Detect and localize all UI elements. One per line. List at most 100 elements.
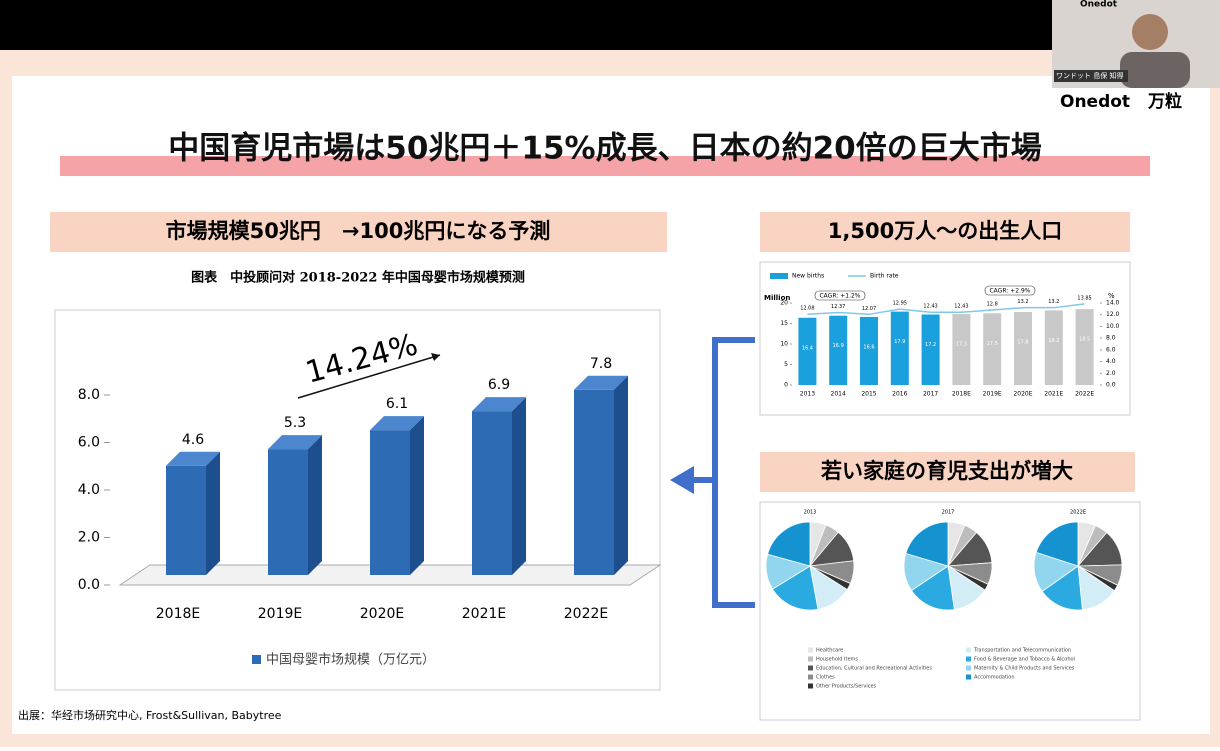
value-label: 13.2 xyxy=(1017,299,1028,305)
y2-tick-label: 8.0 xyxy=(1106,335,1116,342)
value-label: 5.3 xyxy=(284,415,306,431)
bar xyxy=(1044,310,1063,385)
legend-swatch xyxy=(966,665,971,671)
legend-label: Healthcare xyxy=(816,648,843,654)
bar-top xyxy=(472,397,526,412)
legend-swatch xyxy=(808,683,813,689)
bar-side xyxy=(512,397,526,575)
bar-top xyxy=(370,416,424,431)
y2-axis-label: % xyxy=(1108,292,1115,300)
source: 出展：华经市场研究中心, Frost&Sullivan, Babytree xyxy=(18,708,282,722)
legend-label: Education, Cultural and Recreational Act… xyxy=(816,666,932,672)
value-label: 18.2 xyxy=(1048,338,1059,344)
x-tick-label: 2020E xyxy=(1013,391,1032,398)
bar-side xyxy=(614,375,628,575)
x-tick-label: 2016 xyxy=(892,391,907,398)
heading-box xyxy=(760,212,1130,252)
trend-arrow xyxy=(297,354,441,399)
value-label: 13.85 xyxy=(1077,295,1091,301)
annotation: CAGR: +1.2% xyxy=(819,293,860,300)
value-label: 17.5 xyxy=(987,341,998,347)
webcam-caption: ワンドット 島保 知得 xyxy=(1056,71,1123,80)
value-label: 18.5 xyxy=(1079,337,1090,343)
x-tick-label: 2022E xyxy=(1075,391,1094,398)
y-tick-label: 2.0 xyxy=(78,530,100,546)
value-label: 7.8 xyxy=(590,356,612,372)
x-tick-label: 2013 xyxy=(800,391,815,398)
y2-tick-label: 6.0 xyxy=(1106,346,1116,353)
webcam-brand: Onedot xyxy=(1080,0,1118,10)
chart-frame xyxy=(54,309,661,691)
pie-slice xyxy=(1041,565,1083,611)
bar xyxy=(370,430,410,575)
x-tick-label: 2018E xyxy=(156,606,200,622)
legend-swatch xyxy=(966,674,971,680)
annotation: CAGR: +2.9% xyxy=(989,288,1030,295)
pie-label: 2013 xyxy=(804,510,817,516)
legend-label: 中国母婴市场规模（万亿元） xyxy=(266,652,435,668)
y-axis-label: Million xyxy=(764,294,790,302)
pie-slice xyxy=(772,565,819,611)
logo-cn: 万粒 xyxy=(1147,91,1182,112)
legend-label: New births xyxy=(792,273,824,280)
pie-label: 2017 xyxy=(942,510,955,516)
value-label: 12.43 xyxy=(923,304,937,310)
legend-label: Food & Beverage and Tobacco & Alcohol xyxy=(974,657,1075,663)
bar xyxy=(829,315,848,385)
line xyxy=(807,303,1085,316)
value-label: 17.9 xyxy=(894,339,905,345)
legend-swatch xyxy=(808,665,813,671)
y2-tick-label: 2.0 xyxy=(1106,370,1116,377)
trend-arrow-head xyxy=(431,353,440,361)
bar xyxy=(860,316,878,385)
legend-label: Birth rate xyxy=(870,273,899,280)
logo: Onedot xyxy=(1060,92,1130,112)
value-label: 17.2 xyxy=(925,342,936,348)
legend-swatch xyxy=(966,647,971,653)
value-label: 12.37 xyxy=(831,304,845,310)
heading: 市場規模50兆円 →100兆円になる予測 xyxy=(166,219,551,243)
bar-top xyxy=(574,375,628,390)
value-label: 16.4 xyxy=(802,345,813,351)
value-label: 12.43 xyxy=(954,304,968,310)
bar xyxy=(952,314,971,385)
heading: 1,500万人～の出生人口 xyxy=(828,219,1062,243)
bar xyxy=(890,311,909,385)
x-tick-label: 2021E xyxy=(1044,391,1063,398)
bar-side xyxy=(206,451,220,575)
annotation-box xyxy=(814,290,866,301)
bar xyxy=(1075,309,1094,385)
y2-tick-label: 4.0 xyxy=(1106,358,1116,365)
pie-slice xyxy=(905,521,949,567)
bar-top xyxy=(268,435,322,450)
chart-caption: 图表 中投顾问对 2018-2022 年中国母婴市场规模预测 xyxy=(191,270,525,286)
y2-tick-label: 0.0 xyxy=(1106,382,1116,389)
value-label: 6.1 xyxy=(386,396,408,412)
x-tick-label: 2015 xyxy=(861,391,876,398)
legend-label: Transportation and Telecommunication xyxy=(973,648,1071,654)
x-tick-label: 2021E xyxy=(462,606,506,622)
value-label: 12.07 xyxy=(862,306,876,312)
y-tick-label: 15 xyxy=(780,320,788,327)
legend-swatch xyxy=(808,656,813,662)
title-highlight xyxy=(60,156,1150,176)
chart-frame xyxy=(759,261,1131,416)
x-tick-label: 2020E xyxy=(360,606,404,622)
value-label: 6.9 xyxy=(488,377,510,393)
bar xyxy=(574,389,614,575)
x-tick-label: 2014 xyxy=(831,391,846,398)
value-label: 16.9 xyxy=(833,343,844,349)
y-tick-label: 0 xyxy=(784,382,788,389)
webcam-person-body xyxy=(1120,52,1190,88)
legend-swatch xyxy=(808,674,813,680)
bar xyxy=(921,314,940,385)
pie-slice xyxy=(1035,521,1079,567)
heading-box xyxy=(760,452,1135,492)
arrow-head xyxy=(670,466,694,494)
heading-box xyxy=(50,212,667,252)
legend-swatch xyxy=(966,656,971,662)
bar xyxy=(983,313,1002,385)
heading: 若い家庭の育児支出が増大 xyxy=(820,459,1073,483)
value-label: 16.6 xyxy=(863,344,874,350)
bracket xyxy=(712,337,755,608)
